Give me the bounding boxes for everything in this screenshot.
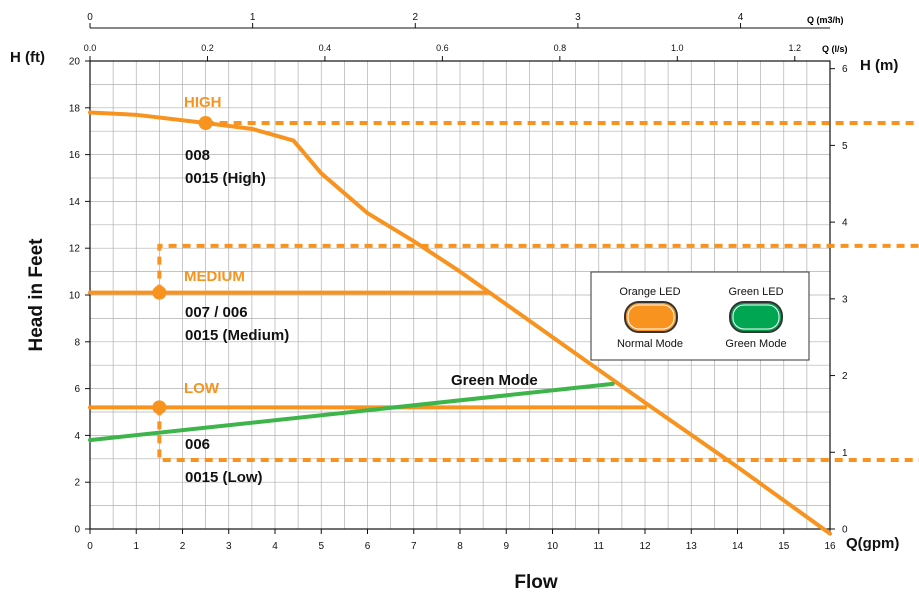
x-tick-label: 6 bbox=[365, 541, 371, 552]
y-tick-label: 10 bbox=[69, 291, 81, 302]
top-axis-m3h-ticks: 0 1 2 3 4 bbox=[87, 12, 744, 28]
high-model-2: 0015 (High) bbox=[185, 170, 266, 187]
low-model-2: 0015 (Low) bbox=[185, 469, 263, 486]
top-ls-tick-label: 0.6 bbox=[436, 43, 449, 53]
x-tick-label: 14 bbox=[732, 541, 744, 552]
medium-dashed-line bbox=[157, 243, 919, 293]
x-tick-label: 9 bbox=[503, 541, 509, 552]
legend-orange-top: Orange LED bbox=[619, 286, 680, 298]
x-tick-label: 7 bbox=[411, 541, 417, 552]
legend: Orange LED Normal Mode Green LED Green M… bbox=[590, 271, 810, 361]
x-tick-label: 16 bbox=[824, 541, 836, 552]
legend-orange-bottom: Normal Mode bbox=[617, 338, 683, 350]
top-tick-label: 1 bbox=[250, 12, 256, 23]
top-ls-tick-label: 0.4 bbox=[319, 43, 332, 53]
y-right-tick-label: 6 bbox=[842, 64, 848, 75]
x-tick-label: 4 bbox=[272, 541, 278, 552]
y-tick-label: 6 bbox=[74, 384, 80, 395]
green-mode-curve bbox=[88, 381, 615, 443]
x-tick-label: 10 bbox=[547, 541, 559, 552]
top-ls-tick-label: 0.8 bbox=[554, 43, 567, 53]
x-tick-label: 5 bbox=[318, 541, 324, 552]
x-tick-label: 3 bbox=[226, 541, 232, 552]
low-label: LOW bbox=[184, 380, 220, 397]
legend-orange-pill bbox=[624, 301, 678, 333]
y-tick-label: 12 bbox=[69, 244, 81, 255]
y-tick-label: 14 bbox=[69, 197, 81, 208]
top-ls-tick-label: 0.2 bbox=[201, 43, 214, 53]
operating-points bbox=[152, 116, 213, 415]
y-right-tick-label: 1 bbox=[842, 448, 848, 459]
low-operating-point bbox=[152, 400, 167, 415]
legend-green-pill-inner bbox=[732, 304, 780, 330]
y-right-tick-label: 2 bbox=[842, 371, 848, 382]
top-ls-tick-label: 0.0 bbox=[84, 43, 97, 53]
x-tick-label: 0 bbox=[87, 541, 93, 552]
x-axis-title: Flow bbox=[514, 572, 557, 593]
legend-orange-pill-inner bbox=[627, 304, 675, 330]
x-tick-label: 8 bbox=[457, 541, 463, 552]
y-right-tick-label: 5 bbox=[842, 141, 848, 152]
high-label: HIGH bbox=[184, 94, 222, 111]
dashed-guides bbox=[157, 121, 919, 462]
x-tick-label: 2 bbox=[180, 541, 186, 552]
x-tick-label: 15 bbox=[778, 541, 790, 552]
legend-green-top: Green LED bbox=[728, 286, 783, 298]
left-axis-ticks: 0 2 4 6 8 10 12 14 16 18 20 bbox=[69, 57, 90, 536]
medium-label: MEDIUM bbox=[184, 268, 245, 285]
y-right-tick-label: 3 bbox=[842, 294, 848, 305]
top-axis-ls-ticks: 0.0 0.2 0.4 0.6 0.8 1.0 1.2 bbox=[84, 43, 801, 61]
high-operating-point bbox=[198, 116, 213, 131]
x-tick-label: 1 bbox=[133, 541, 139, 552]
y-tick-label: 18 bbox=[69, 103, 81, 114]
y-axis-label-ft: H (ft) bbox=[10, 49, 45, 66]
low-dashed-line bbox=[157, 407, 919, 462]
bottom-axis-ticks: 0 1 2 3 4 5 6 7 8 9 10 11 12 13 14 15 16 bbox=[87, 529, 836, 552]
y-tick-label: 8 bbox=[74, 337, 80, 348]
legend-green-bottom: Green Mode bbox=[725, 338, 786, 350]
y-tick-label: 20 bbox=[69, 57, 81, 68]
medium-model-1: 007 / 006 bbox=[185, 304, 248, 321]
y-axis-title: Head in Feet bbox=[26, 238, 47, 352]
x-tick-label: 13 bbox=[686, 541, 698, 552]
top-axis-label-m3h: Q (m3/h) bbox=[807, 15, 844, 25]
top-axis-label-ls: Q (l/s) bbox=[822, 44, 848, 54]
y-right-tick-label: 0 bbox=[842, 525, 848, 536]
top-tick-label: 3 bbox=[575, 12, 581, 23]
medium-operating-point bbox=[152, 285, 167, 300]
y-tick-label: 2 bbox=[74, 478, 80, 489]
top-tick-label: 4 bbox=[738, 12, 744, 23]
x-tick-label: 12 bbox=[639, 541, 651, 552]
x-tick-label: 11 bbox=[594, 541, 605, 552]
y-tick-label: 0 bbox=[74, 525, 80, 536]
top-tick-label: 2 bbox=[412, 12, 418, 23]
green-mode-label: Green Mode bbox=[451, 372, 538, 389]
medium-model-2: 0015 (Medium) bbox=[185, 327, 289, 344]
right-axis-ticks: 0 1 2 3 4 5 6 bbox=[830, 64, 848, 536]
legend-green-pill bbox=[729, 301, 783, 333]
y-right-axis-label-m: H (m) bbox=[860, 57, 898, 74]
top-ls-tick-label: 1.2 bbox=[789, 43, 802, 53]
x-axis-label-gpm: Q(gpm) bbox=[846, 535, 899, 552]
low-model-1: 006 bbox=[185, 436, 210, 453]
y-tick-label: 4 bbox=[74, 431, 80, 442]
y-right-tick-label: 4 bbox=[842, 218, 848, 229]
y-tick-label: 16 bbox=[69, 150, 81, 161]
top-ls-tick-label: 1.0 bbox=[671, 43, 684, 53]
top-tick-label: 0 bbox=[87, 12, 93, 23]
high-model-1: 008 bbox=[185, 147, 210, 164]
